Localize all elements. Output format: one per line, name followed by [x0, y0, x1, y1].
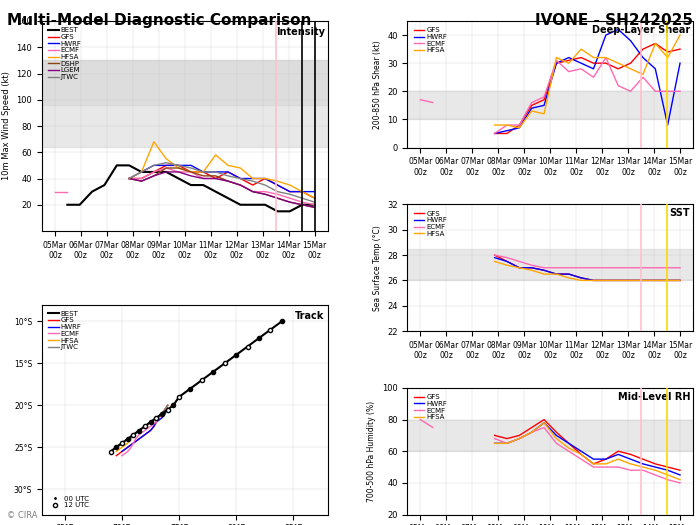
Text: Mid-Level RH: Mid-Level RH — [617, 392, 690, 402]
Legend: GFS, HWRF, ECMF, HFSA: GFS, HWRF, ECMF, HFSA — [411, 392, 450, 423]
Y-axis label: 10m Max Wind Speed (kt): 10m Max Wind Speed (kt) — [2, 71, 10, 181]
Text: Intensity: Intensity — [276, 27, 325, 37]
Text: Multi-Model Diagnostic Comparison: Multi-Model Diagnostic Comparison — [7, 13, 312, 28]
Legend: 00 UTC, 12 UTC: 00 UTC, 12 UTC — [46, 493, 92, 511]
Legend: BEST, GFS, HWRF, ECMF, HFSA, DSHP, LGEM, JTWC: BEST, GFS, HWRF, ECMF, HFSA, DSHP, LGEM,… — [46, 25, 85, 83]
Bar — [407, 419, 693, 451]
Text: Deep-Layer Shear: Deep-Layer Shear — [592, 25, 690, 35]
Text: Track: Track — [295, 311, 325, 321]
Text: IVONE - SH242025: IVONE - SH242025 — [535, 13, 693, 28]
Legend: GFS, HWRF, ECMF, HFSA: GFS, HWRF, ECMF, HFSA — [411, 208, 450, 239]
Y-axis label: 700-500 hPa Humidity (%): 700-500 hPa Humidity (%) — [368, 401, 377, 502]
Y-axis label: Sea Surface Temp (°C): Sea Surface Temp (°C) — [372, 225, 382, 311]
Bar — [42, 60, 328, 147]
Text: © CIRA: © CIRA — [7, 511, 38, 520]
Bar — [407, 249, 693, 280]
Y-axis label: 200-850 hPa Shear (kt): 200-850 hPa Shear (kt) — [372, 40, 382, 129]
Legend: GFS, HWRF, ECMF, HFSA: GFS, HWRF, ECMF, HFSA — [411, 25, 450, 56]
Bar — [42, 60, 328, 105]
Text: SST: SST — [669, 208, 690, 218]
Bar — [407, 91, 693, 119]
